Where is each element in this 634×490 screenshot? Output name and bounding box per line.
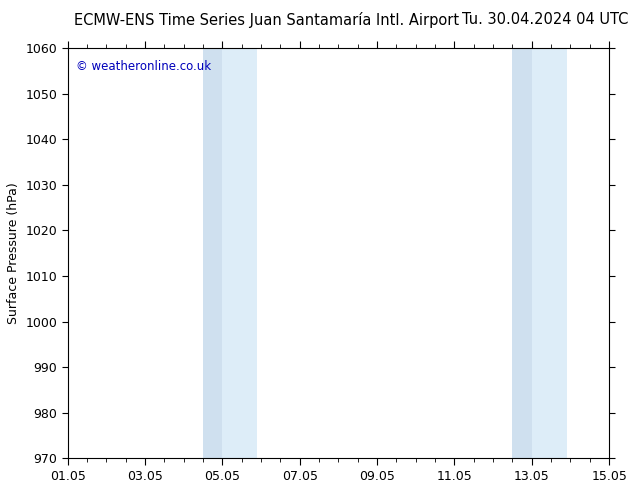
- Bar: [203, 48, 223, 458]
- Text: Tu. 30.04.2024 04 UTC: Tu. 30.04.2024 04 UTC: [462, 12, 628, 27]
- Bar: [223, 48, 257, 458]
- Bar: [512, 48, 532, 458]
- Bar: [532, 48, 567, 458]
- Text: © weatheronline.co.uk: © weatheronline.co.uk: [76, 60, 211, 74]
- Text: ECMW-ENS Time Series Juan Santamaría Intl. Airport: ECMW-ENS Time Series Juan Santamaría Int…: [74, 12, 459, 28]
- Y-axis label: Surface Pressure (hPa): Surface Pressure (hPa): [7, 182, 20, 324]
